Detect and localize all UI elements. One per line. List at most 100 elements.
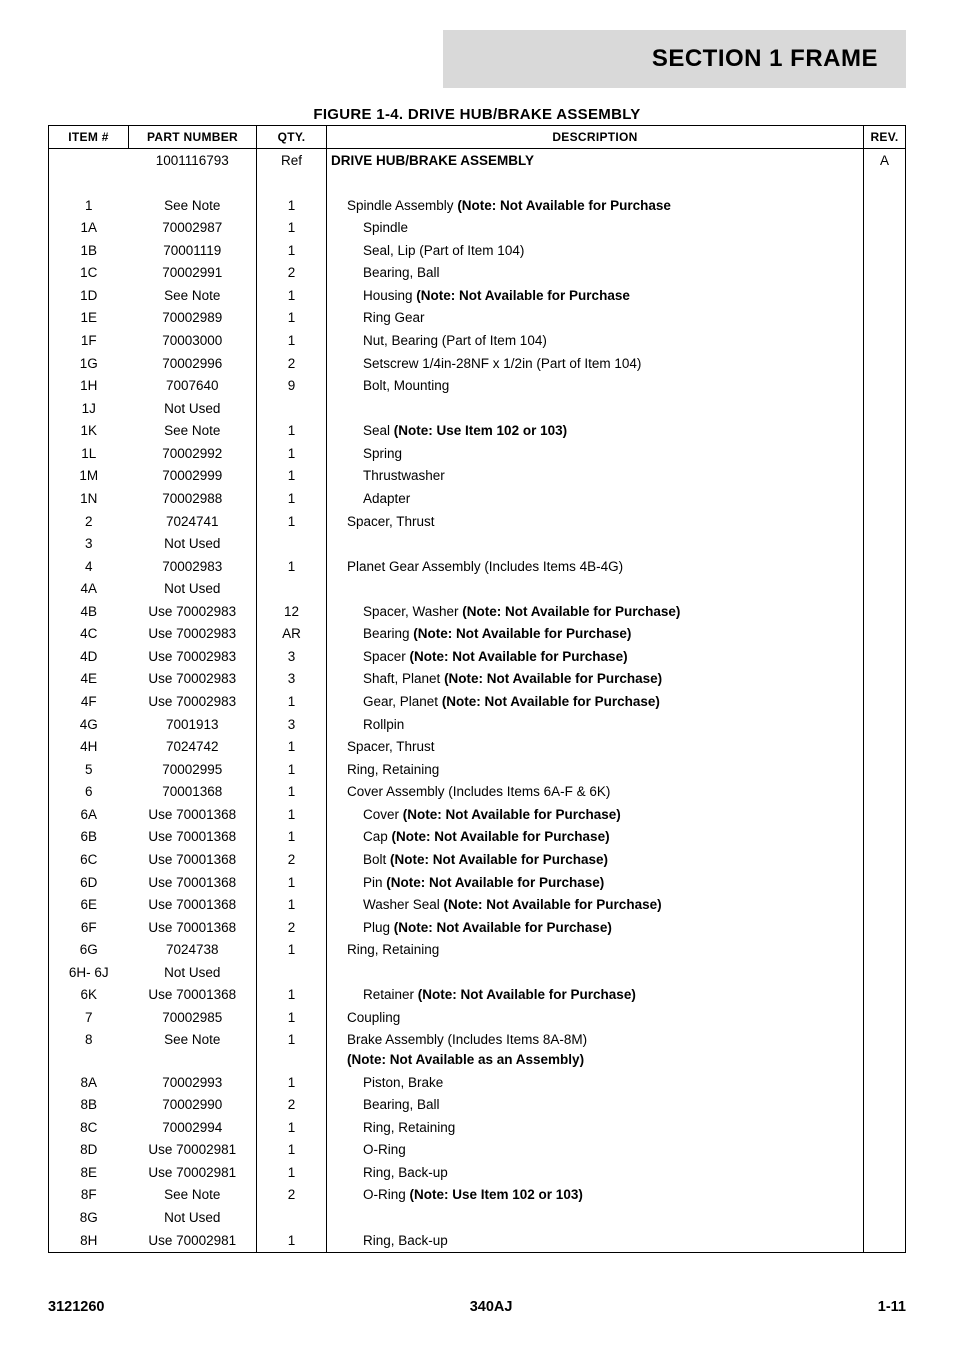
cell-rev xyxy=(864,713,906,736)
cell-qty: 1 xyxy=(257,871,327,894)
cell-desc: O-Ring (Note: Use Item 102 or 103) xyxy=(327,1184,864,1207)
table-row: 4G70019133Rollpin xyxy=(49,713,906,736)
cell-qty xyxy=(257,397,327,420)
cell-rev xyxy=(864,465,906,488)
cell-rev xyxy=(864,194,906,217)
cell-desc: Rollpin xyxy=(327,713,864,736)
cell-pn: Not Used xyxy=(129,961,257,984)
table-row: 5700029951Ring, Retaining xyxy=(49,758,906,781)
table-row: 6EUse 700013681Washer Seal (Note: Not Av… xyxy=(49,894,906,917)
cell-qty: 1 xyxy=(257,691,327,714)
footer-center: 340AJ xyxy=(470,1299,513,1315)
cell-rev xyxy=(864,623,906,646)
cell-pn: Use 70002983 xyxy=(129,600,257,623)
cell-rev xyxy=(864,1094,906,1117)
cell-pn: Use 70002983 xyxy=(129,668,257,691)
cell-qty: 1 xyxy=(257,1161,327,1184)
cell-rev xyxy=(864,668,906,691)
cell-desc: Washer Seal (Note: Not Available for Pur… xyxy=(327,894,864,917)
cell-desc: Spacer (Note: Not Available for Purchase… xyxy=(327,645,864,668)
cell-desc xyxy=(327,961,864,984)
header-right: SECTION 1 FRAME xyxy=(443,30,906,88)
cell-desc: Bearing (Note: Not Available for Purchas… xyxy=(327,623,864,646)
th-qty: QTY. xyxy=(257,126,327,149)
page: SECTION 1 FRAME FIGURE 1-4. DRIVE HUB/BR… xyxy=(0,0,954,1345)
cell-qty xyxy=(257,578,327,601)
cell-desc xyxy=(327,397,864,420)
cell-desc: Bolt, Mounting xyxy=(327,375,864,398)
footer-right: 1-11 xyxy=(878,1299,906,1315)
table-row: 3Not Used xyxy=(49,533,906,556)
cell-item: 1 xyxy=(49,194,129,217)
cell-rev xyxy=(864,555,906,578)
figure-name-text: DRIVE HUB/BRAKE ASSEMBLY xyxy=(408,106,641,123)
cell-rev xyxy=(864,600,906,623)
cell-qty xyxy=(257,533,327,556)
cell-item: 6G xyxy=(49,939,129,962)
cell-rev xyxy=(864,307,906,330)
cell-item: 1J xyxy=(49,397,129,420)
cell-qty: 1 xyxy=(257,984,327,1007)
cell-qty: 1 xyxy=(257,826,327,849)
cell-pn: Use 70001368 xyxy=(129,871,257,894)
cell-pn: Use 70001368 xyxy=(129,894,257,917)
cell-desc xyxy=(327,578,864,601)
cell-pn: Use 70002983 xyxy=(129,645,257,668)
cell-rev xyxy=(864,1116,906,1139)
cell-desc: Ring, Retaining xyxy=(327,1116,864,1139)
cell-pn: 1001116793 xyxy=(129,149,257,172)
cell-qty: 1 xyxy=(257,1006,327,1029)
cell-pn: Use 70002983 xyxy=(129,623,257,646)
cell-desc: Coupling xyxy=(327,1006,864,1029)
cell-desc: Retainer (Note: Not Available for Purcha… xyxy=(327,984,864,1007)
cell-item xyxy=(49,149,129,172)
cell-qty: 1 xyxy=(257,939,327,962)
cell-item: 1D xyxy=(49,284,129,307)
cell-rev xyxy=(864,533,906,556)
cell-rev xyxy=(864,916,906,939)
cell-qty: 1 xyxy=(257,217,327,240)
cell-item: 1M xyxy=(49,465,129,488)
cell-rev xyxy=(864,239,906,262)
cell-rev xyxy=(864,691,906,714)
cell-pn: 7024738 xyxy=(129,939,257,962)
cell-pn: 70002995 xyxy=(129,758,257,781)
table-row xyxy=(49,172,906,195)
cell-qty xyxy=(257,1206,327,1229)
cell-rev xyxy=(864,736,906,759)
cell-pn: 7007640 xyxy=(129,375,257,398)
cell-item: 1A xyxy=(49,217,129,240)
cell-item: 6A xyxy=(49,803,129,826)
cell-qty: 1 xyxy=(257,465,327,488)
cell-pn: Use 70001368 xyxy=(129,848,257,871)
table-row: 6BUse 700013681Cap (Note: Not Available … xyxy=(49,826,906,849)
cell-rev xyxy=(864,1229,906,1252)
cell-desc: Spindle Assembly (Note: Not Available fo… xyxy=(327,194,864,217)
cell-item: 1K xyxy=(49,420,129,443)
cell-item: 6K xyxy=(49,984,129,1007)
cell-pn: 70001368 xyxy=(129,781,257,804)
cell-rev xyxy=(864,442,906,465)
cell-item: 1L xyxy=(49,442,129,465)
cell-qty: 1 xyxy=(257,803,327,826)
cell-rev xyxy=(864,217,906,240)
table-row: 1See Note1Spindle Assembly (Note: Not Av… xyxy=(49,194,906,217)
table-row: 1M700029991Thrustwasher xyxy=(49,465,906,488)
header-left-blank xyxy=(48,30,443,88)
cell-qty: 1 xyxy=(257,781,327,804)
cell-item: 8A xyxy=(49,1071,129,1094)
cell-item: 4D xyxy=(49,645,129,668)
cell-pn: Use 70001368 xyxy=(129,984,257,1007)
table-row: 8GNot Used xyxy=(49,1206,906,1229)
cell-rev xyxy=(864,826,906,849)
cell-rev xyxy=(864,330,906,353)
cell-pn: See Note xyxy=(129,194,257,217)
table-row: 1L700029921Spring xyxy=(49,442,906,465)
cell-qty: 1 xyxy=(257,194,327,217)
page-footer: 3121260 340AJ 1-11 xyxy=(48,1299,906,1315)
table-row: 6KUse 700013681Retainer (Note: Not Avail… xyxy=(49,984,906,1007)
cell-item: 6 xyxy=(49,781,129,804)
cell-desc: Bearing, Ball xyxy=(327,1094,864,1117)
cell-qty: 2 xyxy=(257,262,327,285)
cell-desc: Spring xyxy=(327,442,864,465)
